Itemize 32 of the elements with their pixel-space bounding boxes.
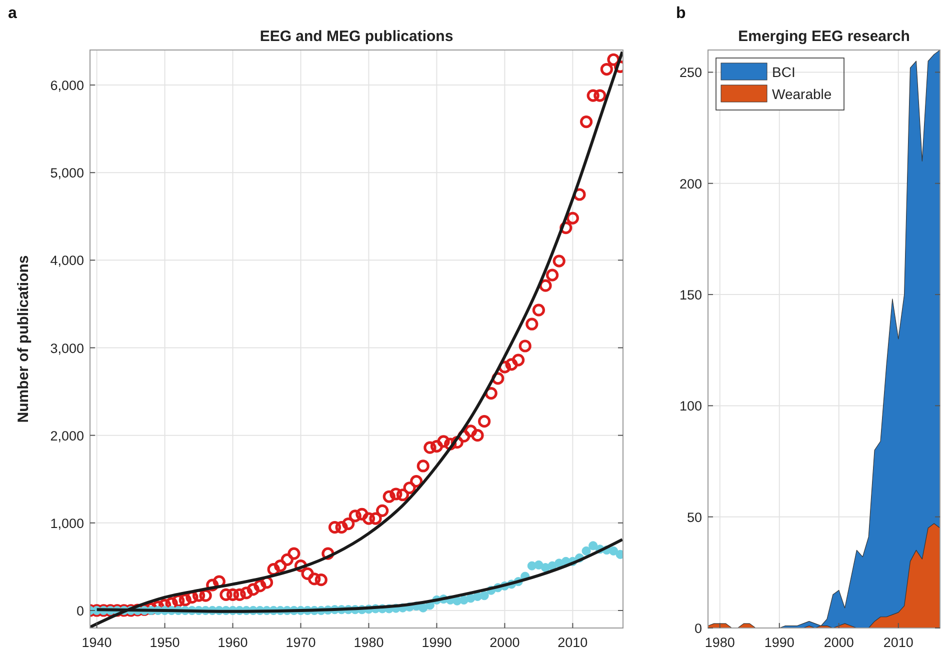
text: a [8,5,17,22]
x-tick-label: 2010 [558,635,588,650]
y-tick-label: 0 [694,621,702,636]
x-tick-label: 1980 [704,635,735,650]
y-tick-label: 200 [679,176,702,192]
y-tick-label: 4,000 [50,253,84,268]
x-tick-label: 1950 [150,635,180,650]
x-tick-label: 2000 [824,635,854,650]
y-tick-label: 100 [679,398,702,414]
chart-title: Emerging EEG research [738,28,910,45]
chart-title: EEG and MEG publications [260,28,454,45]
y-tick-label: 150 [679,288,702,303]
text: b [676,5,686,22]
x-tick-label: 1960 [218,635,248,650]
x-tick-label: 2000 [490,635,520,650]
y-tick-label: 6,000 [50,78,84,94]
y-tick-label: 250 [679,65,702,80]
x-tick-label: 1980 [354,635,384,650]
x-tick-label: 1970 [286,635,316,650]
y-tick-label: 5,000 [50,166,84,181]
x-tick-label: 1940 [82,635,112,650]
x-tick-label: 1990 [764,635,794,650]
x-tick-label: 2010 [883,635,914,650]
y-tick-label: 2,000 [50,428,84,444]
legend-label: Wearable [772,86,832,102]
y-tick-label: 1,000 [50,516,84,531]
y-tick-label: 3,000 [50,340,84,356]
y-tick-label: 50 [686,510,702,525]
legend-label: BCI [772,64,796,80]
x-tick-label: 1990 [422,635,452,650]
y-tick-label: 0 [76,603,84,618]
y-axis-title: Number of publications [15,255,32,423]
